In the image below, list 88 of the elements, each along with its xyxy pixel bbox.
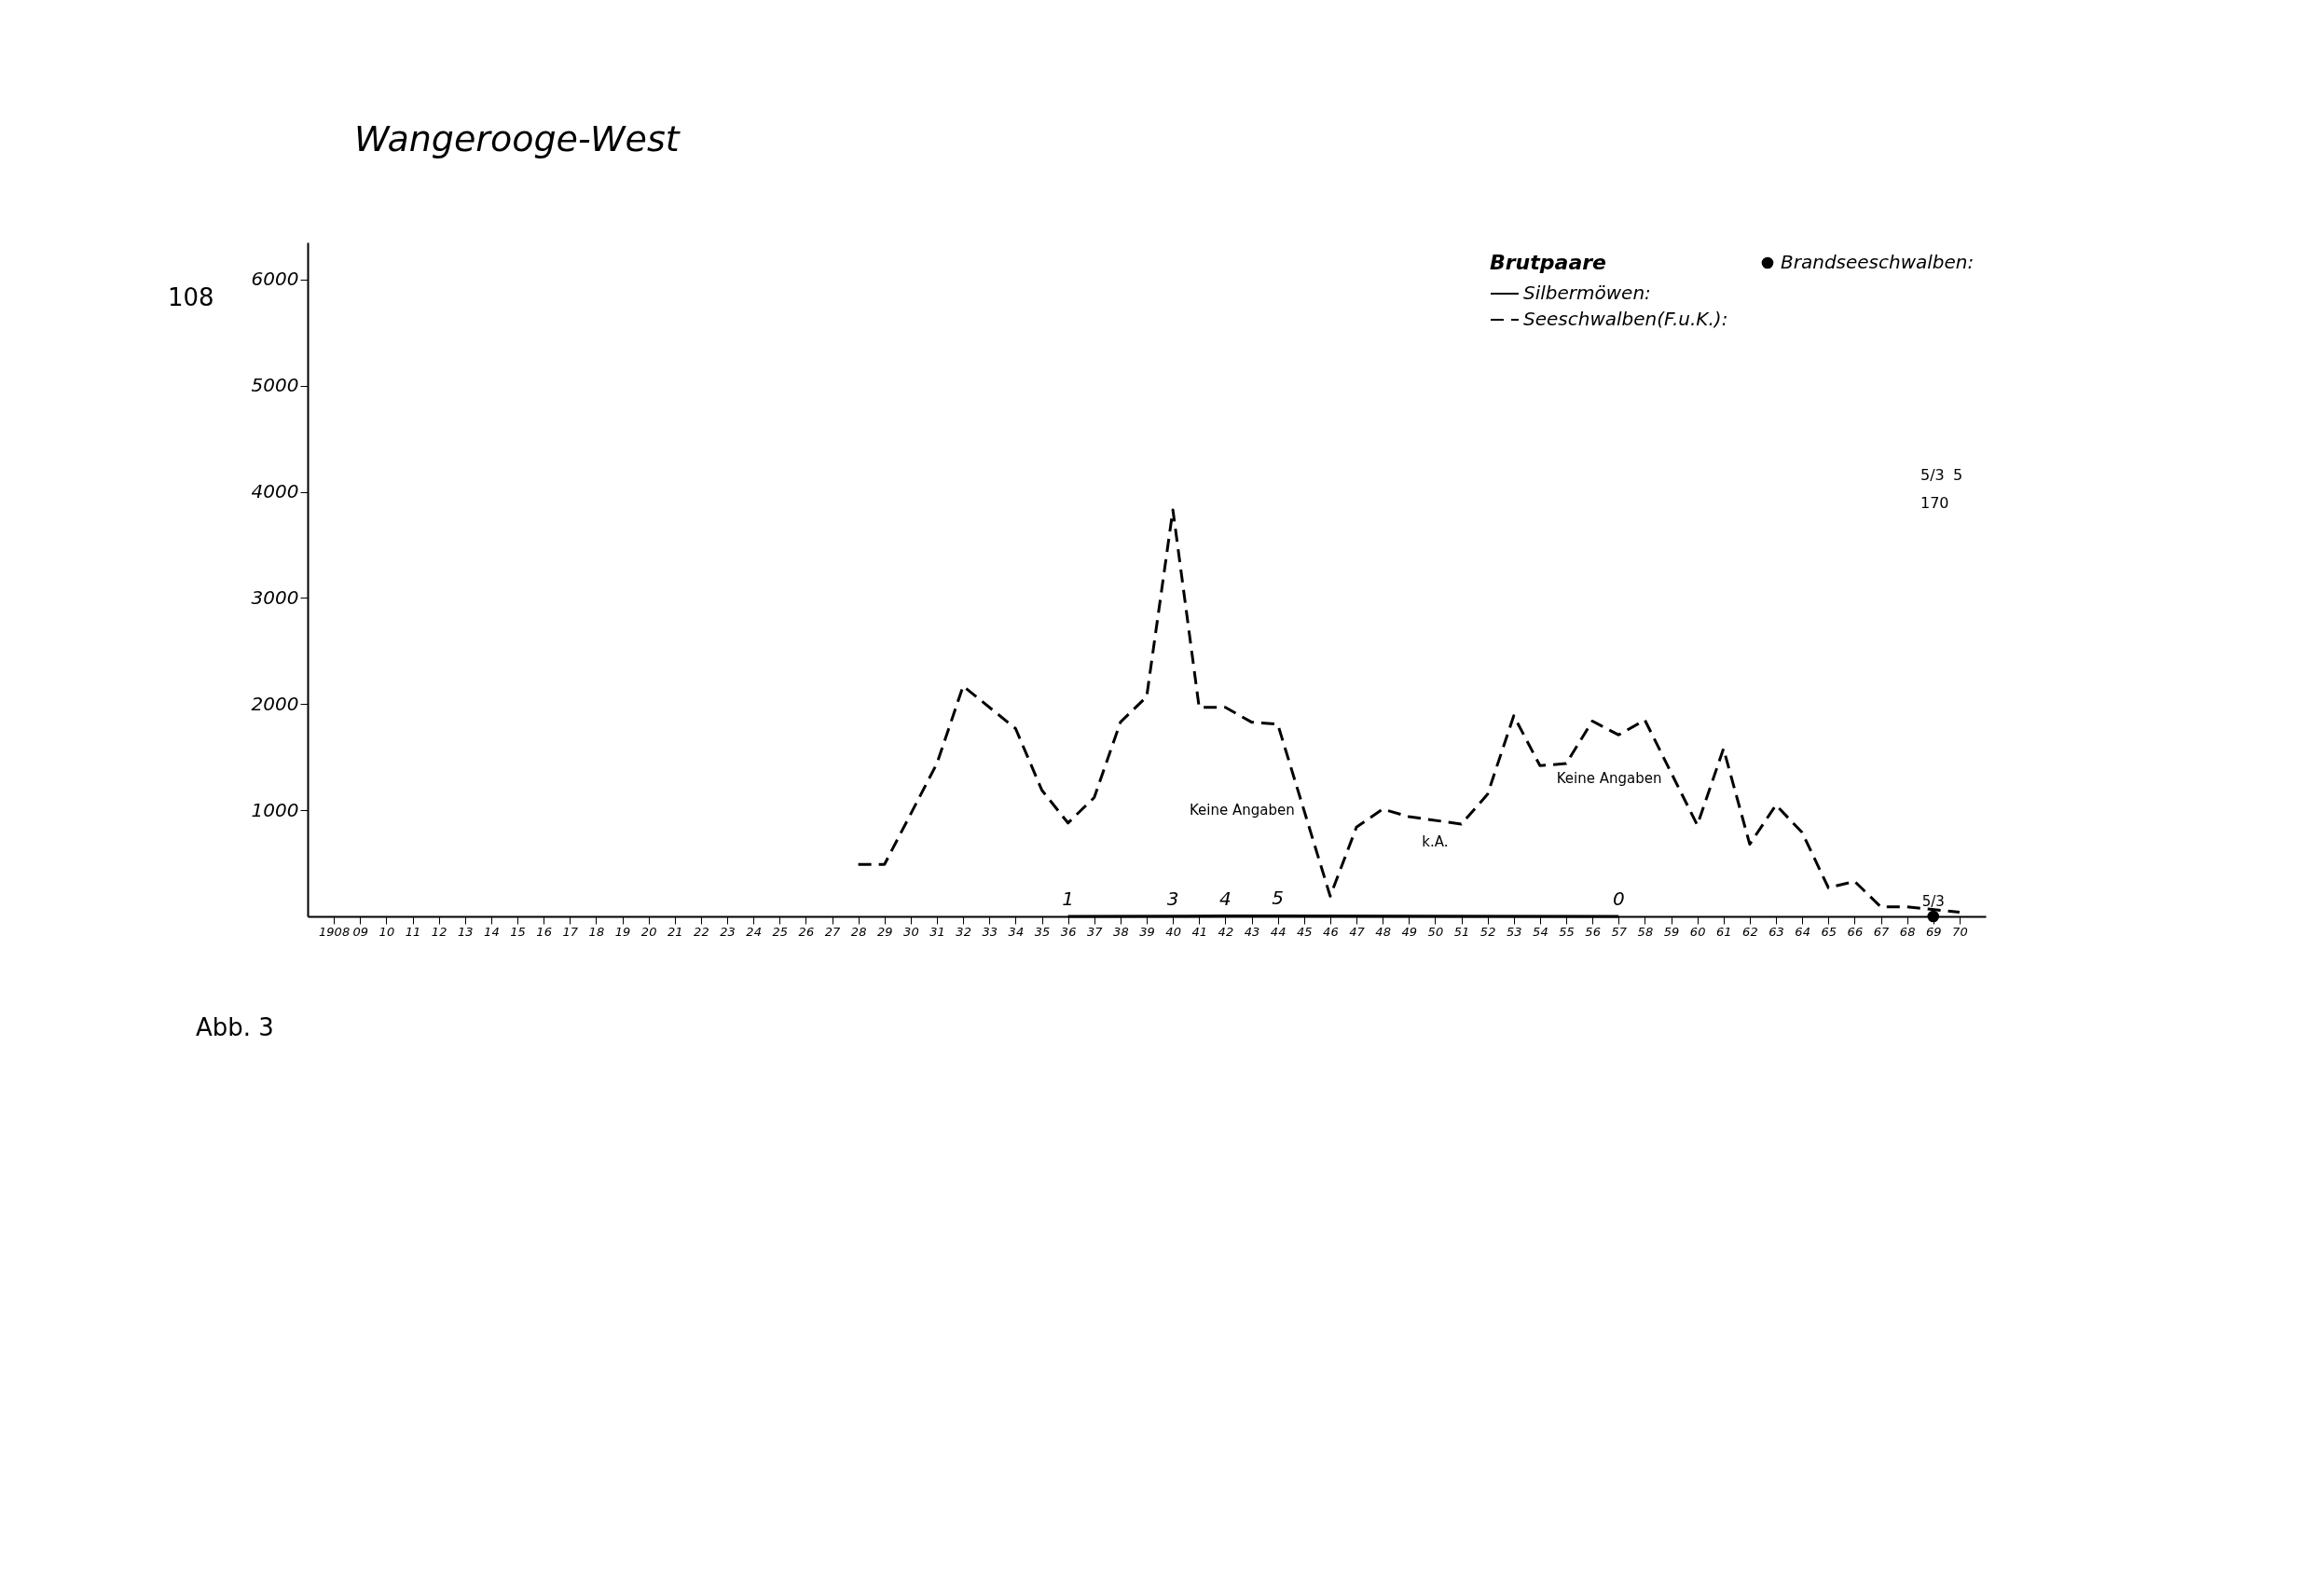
x-tick-label: 52 <box>1479 924 1496 939</box>
y-tick-label: 2000 <box>251 692 299 715</box>
x-tick-label: 1908 <box>319 924 351 939</box>
x-tick-label: 12 <box>431 924 447 939</box>
annotation: k.A. <box>1422 832 1449 850</box>
x-tick-label: 19 <box>614 924 631 939</box>
x-tick-label: 50 <box>1427 924 1444 939</box>
x-tick-label: 14 <box>484 924 500 939</box>
x-tick-label: 21 <box>667 924 683 939</box>
x-tick-label: 57 <box>1611 924 1628 939</box>
data-label: 4 <box>1219 887 1232 910</box>
x-tick-label: 46 <box>1323 924 1339 939</box>
annotation: Keine Angaben <box>1190 802 1295 819</box>
x-tick-label: 47 <box>1349 924 1366 939</box>
legend-label: Silbermöwen: <box>1523 282 1651 304</box>
y-tick-label: 3000 <box>251 585 299 609</box>
legend-label: Brandseeschwalben: <box>1781 251 1975 273</box>
x-tick-label: 44 <box>1270 924 1287 939</box>
x-tick-label: 29 <box>876 924 893 939</box>
x-tick-label: 09 <box>352 924 369 939</box>
x-tick-label: 56 <box>1585 924 1601 939</box>
x-tick-label: 30 <box>903 924 919 939</box>
y-tick-label: 5000 <box>251 374 299 397</box>
x-tick-label: 11 <box>405 924 421 939</box>
x-tick-label: 66 <box>1847 924 1864 939</box>
x-tick-label: 40 <box>1165 924 1181 939</box>
x-tick-label: 45 <box>1296 924 1313 939</box>
x-tick-label: 39 <box>1139 924 1155 939</box>
annotation: 170 <box>1920 494 1949 512</box>
x-tick-label: 26 <box>798 924 815 939</box>
caption: Abb. 3 <box>196 1013 274 1041</box>
legend-label: Seeschwalben(F.u.K.): <box>1523 308 1728 330</box>
x-tick-label: 37 <box>1086 924 1104 939</box>
x-tick-label: 24 <box>746 924 762 939</box>
text: 108 <box>168 283 214 311</box>
x-tick-label: 25 <box>772 924 789 939</box>
x-tick-label: 55 <box>1559 924 1575 939</box>
x-tick-label: 42 <box>1218 924 1234 939</box>
x-tick-label: 10 <box>378 924 395 939</box>
x-tick-label: 34 <box>1008 924 1025 939</box>
x-tick-label: 61 <box>1715 924 1732 939</box>
x-tick-label: 20 <box>640 924 657 939</box>
x-tick-label: 16 <box>536 924 552 939</box>
x-tick-label: 18 <box>588 924 605 939</box>
x-tick-label: 23 <box>720 924 736 939</box>
x-tick-label: 22 <box>694 924 709 939</box>
x-tick-label: 43 <box>1244 924 1260 939</box>
x-tick-label: 54 <box>1533 924 1548 939</box>
x-tick-label: 49 <box>1401 924 1418 939</box>
x-tick-label: 38 <box>1113 924 1129 939</box>
x-tick-label: 36 <box>1060 924 1077 939</box>
x-tick-label: 70 <box>1952 924 1968 939</box>
x-tick-label: 31 <box>929 924 945 939</box>
x-tick-label: 32 <box>956 924 971 939</box>
legend-title: Brutpaare <box>1490 251 1607 274</box>
x-tick-label: 41 <box>1191 924 1208 939</box>
x-tick-label: 13 <box>457 924 474 939</box>
x-tick-label: 48 <box>1375 924 1391 939</box>
annotation: Keine Angaben <box>1556 769 1662 787</box>
y-tick-label: 1000 <box>251 798 299 821</box>
x-tick-label: 67 <box>1873 924 1890 939</box>
data-label: 5 <box>1272 887 1284 910</box>
x-tick-label: 17 <box>562 924 579 939</box>
x-tick-label: 27 <box>824 924 841 939</box>
x-tick-label: 65 <box>1821 924 1837 939</box>
annotation: 5 <box>1953 466 1963 484</box>
x-tick-label: 59 <box>1663 924 1680 939</box>
x-tick-label: 15 <box>510 924 526 939</box>
x-tick-label: 63 <box>1768 924 1784 939</box>
data-label: 1 <box>1062 887 1074 910</box>
x-tick-label: 68 <box>1899 924 1916 939</box>
data-label: 3 <box>1166 887 1179 910</box>
x-tick-label: 53 <box>1506 924 1522 939</box>
annotation: 5/3 <box>1920 466 1945 484</box>
x-tick-label: 58 <box>1637 924 1654 939</box>
annotation: 5/3 <box>1921 893 1945 910</box>
chart-title: Wangerooge-West <box>354 118 681 159</box>
x-tick-label: 69 <box>1925 924 1942 939</box>
x-tick-label: 51 <box>1453 924 1470 939</box>
y-tick-label: 4000 <box>251 480 299 503</box>
x-tick-label: 64 <box>1795 924 1810 939</box>
x-tick-label: 62 <box>1742 924 1758 939</box>
data-label: 0 <box>1612 887 1625 910</box>
x-tick-label: 33 <box>982 924 998 939</box>
y-tick-label: 6000 <box>251 268 299 291</box>
x-tick-label: 60 <box>1689 924 1706 939</box>
x-tick-label: 35 <box>1034 924 1051 939</box>
x-tick-label: 28 <box>850 924 867 939</box>
